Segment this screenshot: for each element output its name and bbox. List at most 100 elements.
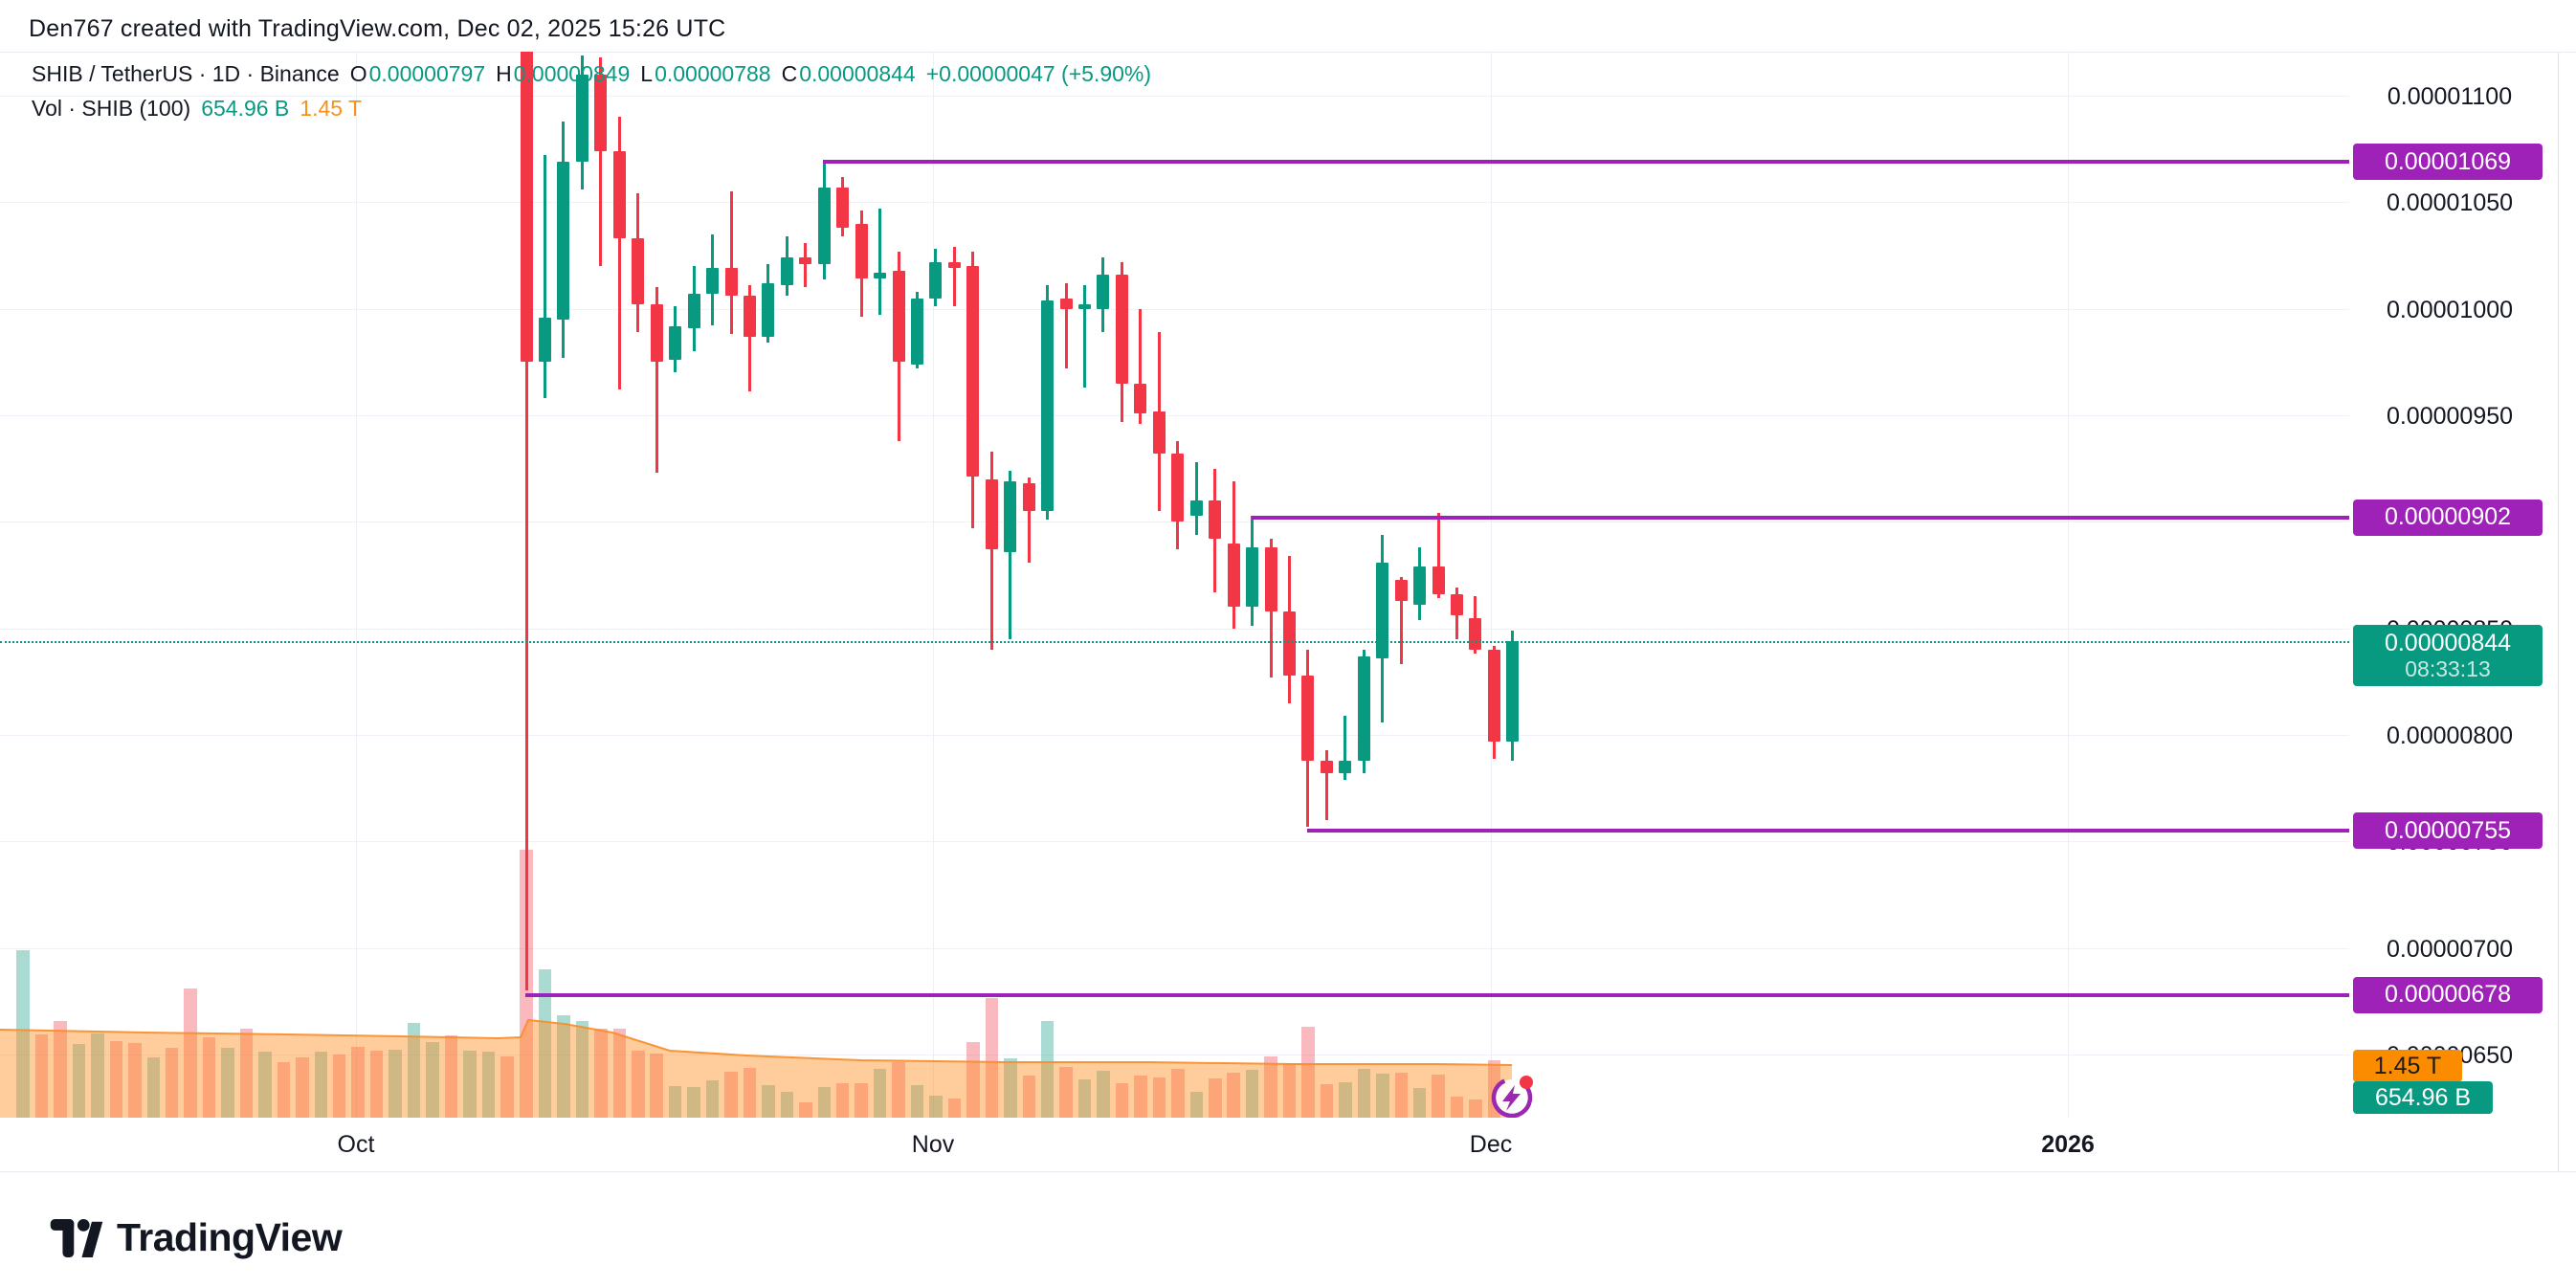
candle bbox=[1487, 649, 1500, 742]
support-resistance-line[interactable] bbox=[525, 992, 2349, 997]
volume-bar bbox=[463, 1051, 477, 1118]
candle bbox=[799, 257, 812, 264]
candle bbox=[1506, 641, 1520, 742]
volume-bar bbox=[1059, 1067, 1073, 1118]
symbol-title[interactable]: SHIB / TetherUS · 1D · Binance bbox=[32, 61, 340, 86]
price-axis-label: 0.00001000 bbox=[2386, 296, 2514, 323]
price-axis-label: 0.00001100 bbox=[2387, 83, 2513, 110]
volume-bar bbox=[1022, 1076, 1035, 1118]
volume-bar bbox=[1189, 1092, 1203, 1118]
volume-bar bbox=[221, 1048, 234, 1118]
chart-pane[interactable] bbox=[0, 52, 2349, 1118]
volume-bar bbox=[389, 1050, 402, 1118]
price-gridline bbox=[0, 202, 2349, 204]
volume-bar bbox=[1171, 1069, 1185, 1118]
candle-wick bbox=[599, 56, 603, 267]
volume-bar bbox=[369, 1051, 384, 1118]
volume-bar bbox=[762, 1085, 775, 1118]
volume-bar bbox=[650, 1054, 663, 1118]
candle bbox=[762, 282, 775, 337]
candle bbox=[1078, 304, 1091, 309]
volume-ma-value: 1.45 T bbox=[300, 96, 363, 121]
candle bbox=[1264, 547, 1277, 611]
candle bbox=[1413, 566, 1427, 606]
chart-legend: SHIB / TetherUS · 1D · Binance O 0.000007… bbox=[32, 63, 1151, 120]
candle bbox=[836, 187, 850, 228]
candle bbox=[1339, 760, 1352, 774]
volume-bar bbox=[314, 1052, 327, 1118]
candle-wick bbox=[524, 52, 528, 991]
volume-bar bbox=[1115, 1083, 1129, 1118]
volume-bar bbox=[575, 1021, 589, 1118]
candle-wick bbox=[747, 285, 751, 392]
time-axis[interactable]: Oct Nov Dec 2026 bbox=[0, 1118, 2576, 1171]
price-axis-label: 0.00000700 bbox=[2386, 935, 2514, 963]
volume-bar bbox=[351, 1047, 365, 1118]
candle bbox=[1394, 579, 1408, 601]
time-axis-label: Dec bbox=[1469, 1131, 1513, 1158]
volume-bar bbox=[1357, 1069, 1370, 1118]
volume-bar bbox=[1152, 1077, 1166, 1118]
candle-wick bbox=[1139, 308, 1143, 424]
time-axis-label: Oct bbox=[337, 1131, 375, 1158]
candle bbox=[1059, 298, 1073, 309]
candle bbox=[594, 74, 608, 151]
level-price-badge: 0.00001069 bbox=[2353, 144, 2543, 181]
candle bbox=[612, 150, 626, 239]
volume-bar bbox=[239, 1029, 254, 1118]
volume-bar bbox=[407, 1023, 421, 1118]
volume-bar bbox=[929, 1096, 943, 1118]
volume-bar bbox=[668, 1086, 682, 1118]
candle bbox=[966, 266, 980, 477]
price-gridline bbox=[0, 841, 2349, 843]
candle bbox=[1227, 543, 1240, 608]
candle bbox=[1115, 275, 1128, 384]
volume-bar bbox=[426, 1042, 439, 1118]
candle-wick bbox=[1027, 477, 1031, 563]
volume-bar bbox=[332, 1055, 346, 1118]
volume-bar bbox=[724, 1072, 738, 1118]
support-resistance-line[interactable] bbox=[1306, 829, 2349, 833]
volume-bar bbox=[258, 1052, 272, 1118]
candle bbox=[1301, 675, 1315, 761]
candle bbox=[724, 268, 738, 297]
legend-row-symbol: SHIB / TetherUS · 1D · Binance O 0.000007… bbox=[32, 63, 1151, 85]
candle-wick bbox=[617, 117, 621, 390]
volume-bar bbox=[1450, 1097, 1464, 1118]
support-resistance-line[interactable] bbox=[1251, 515, 2349, 520]
volume-bar bbox=[1227, 1073, 1240, 1118]
volume-bar bbox=[594, 1029, 608, 1118]
candle bbox=[1171, 454, 1185, 522]
volume-ma-badge: 1.45 T bbox=[2353, 1050, 2462, 1082]
candle bbox=[557, 162, 570, 320]
candle bbox=[929, 261, 943, 299]
candle bbox=[743, 296, 756, 337]
volume-bar bbox=[1264, 1056, 1277, 1118]
header-separator bbox=[0, 52, 2576, 53]
price-axis[interactable]: 0.00001100 0.00001050 0.00001000 0.00000950… bbox=[2349, 52, 2558, 1118]
level-price-badge: 0.00000902 bbox=[2353, 499, 2543, 536]
volume-bar bbox=[873, 1069, 887, 1118]
lightning-alert-icon[interactable] bbox=[1487, 1072, 1537, 1118]
level-price-badge: 0.00000678 bbox=[2353, 976, 2543, 1013]
attribution-text: Den767 created with TradingView.com, Dec… bbox=[29, 15, 726, 42]
brand-name[interactable]: TradingView bbox=[117, 1215, 343, 1259]
support-resistance-line[interactable] bbox=[823, 160, 2349, 164]
time-gridline bbox=[2068, 52, 2069, 1118]
volume-indicator-title[interactable]: Vol · SHIB (100) bbox=[32, 96, 191, 121]
volume-bar bbox=[612, 1029, 626, 1118]
volume-bar bbox=[128, 1043, 142, 1118]
candle bbox=[1041, 300, 1055, 512]
tradingview-logo-icon[interactable] bbox=[50, 1218, 103, 1257]
volume-bar bbox=[184, 988, 197, 1118]
candle-wick bbox=[1064, 282, 1068, 368]
candle bbox=[1209, 500, 1222, 540]
volume-bar bbox=[910, 1085, 924, 1118]
volume-bar bbox=[165, 1048, 179, 1118]
volume-bar bbox=[1469, 1099, 1482, 1118]
candle bbox=[1282, 611, 1296, 676]
candle-wick bbox=[1083, 285, 1086, 389]
candle-wick bbox=[729, 191, 733, 335]
candle-wick bbox=[1194, 462, 1198, 535]
